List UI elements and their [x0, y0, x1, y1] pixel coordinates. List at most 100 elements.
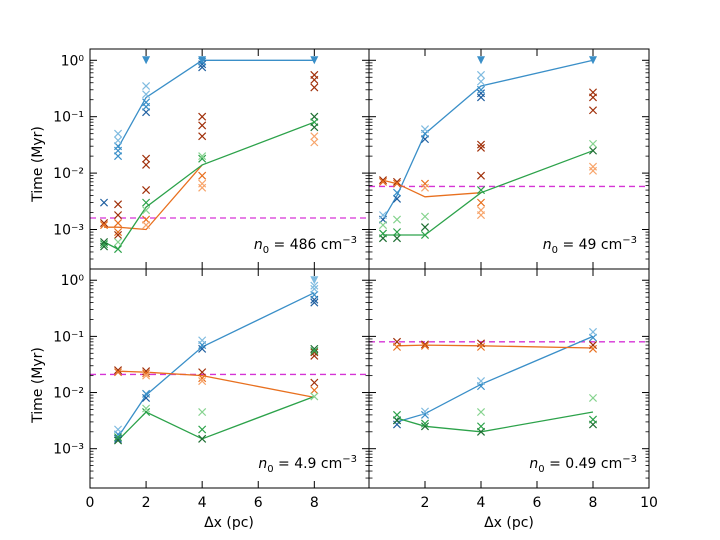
- xlabel-right: Δx (pc): [484, 515, 534, 531]
- data-point: [310, 378, 319, 387]
- data-point: [114, 366, 123, 375]
- data-point: [198, 121, 207, 130]
- data-point: [198, 368, 207, 377]
- ylabel-top: Time (Myr): [30, 126, 46, 203]
- data-point: [310, 281, 319, 290]
- data-point: [198, 154, 207, 163]
- axes-frame: [89, 48, 370, 270]
- data-point: [142, 404, 151, 413]
- data-point: [588, 106, 598, 115]
- series-line-blue: [396, 335, 594, 423]
- x-tick-label: 4: [198, 495, 207, 511]
- data-point: [142, 160, 151, 169]
- x-tick-label: 4: [477, 495, 486, 511]
- data-point: [420, 183, 430, 192]
- data-point: [114, 436, 123, 445]
- series-line-green: [103, 121, 315, 250]
- density-annotation: n0 = 486 cm−3: [254, 235, 357, 256]
- data-point: [392, 410, 402, 419]
- x-tick-label: 0: [86, 495, 95, 511]
- data-point: [588, 327, 598, 336]
- xlabel-left: Δx (pc): [204, 515, 254, 531]
- data-point: [114, 228, 123, 237]
- series-line-green: [117, 395, 315, 441]
- x-tick-label: 2: [421, 495, 430, 511]
- data-point: [114, 368, 123, 377]
- data-point: [476, 93, 486, 102]
- data-point: [198, 425, 207, 434]
- plot-area: [90, 276, 369, 445]
- plot-area: [369, 56, 649, 243]
- data-point: [476, 85, 486, 94]
- data-point: [420, 212, 430, 221]
- data-point: [114, 142, 123, 151]
- upper-limit-marker: [477, 56, 485, 65]
- data-point: [142, 371, 151, 380]
- series-line-green: [383, 150, 594, 236]
- x-tick-label: 6: [533, 495, 542, 511]
- data-point: [392, 228, 402, 237]
- x-tick-label: 2: [142, 495, 151, 511]
- data-point: [114, 230, 123, 240]
- data-point: [392, 179, 402, 188]
- data-point: [476, 140, 486, 149]
- data-point: [142, 81, 151, 91]
- data-point: [114, 245, 123, 254]
- data-point: [310, 344, 319, 353]
- panel-bottom-left: 10⁻³ 10⁻² 10⁻¹ 10⁰ 0 2 4 6 8 n0 = 4.9 cm−3: [53, 268, 370, 511]
- data-point: [476, 339, 486, 348]
- data-point: [198, 434, 207, 443]
- plot-area: [90, 56, 369, 254]
- data-point: [310, 123, 319, 132]
- data-point: [310, 83, 319, 92]
- data-point: [420, 230, 430, 240]
- data-point: [420, 419, 430, 428]
- upper-limit-marker: [589, 56, 597, 65]
- data-point: [588, 166, 598, 175]
- data-point: [378, 176, 388, 185]
- data-point: [142, 407, 151, 417]
- data-point: [310, 132, 319, 141]
- data-point: [392, 194, 402, 203]
- data-point: [99, 238, 109, 247]
- data-point: [114, 129, 123, 138]
- data-point: [198, 132, 207, 141]
- series-line-blue: [117, 292, 315, 438]
- y-tick-label: 10⁻²: [53, 166, 84, 182]
- data-point: [420, 422, 430, 431]
- data-point: [99, 219, 109, 228]
- data-point: [99, 240, 109, 249]
- data-point: [310, 75, 319, 84]
- data-point: [588, 415, 598, 424]
- data-point: [420, 341, 430, 350]
- data-point: [114, 136, 123, 145]
- data-point: [310, 346, 319, 355]
- data-point: [142, 90, 151, 99]
- data-point: [198, 179, 207, 188]
- upper-limit-marker: [310, 56, 319, 65]
- series-line-orange: [117, 370, 315, 399]
- data-point: [588, 393, 598, 403]
- data-point: [142, 221, 151, 230]
- data-point: [476, 422, 486, 431]
- data-point: [198, 63, 207, 72]
- data-point: [588, 333, 598, 342]
- data-point: [114, 433, 123, 442]
- data-point: [114, 211, 123, 220]
- y-tick-label: 10⁻³: [53, 223, 84, 239]
- data-point: [198, 374, 207, 383]
- data-point: [142, 206, 151, 215]
- data-point: [198, 344, 207, 353]
- y-tick-label: 10⁻¹: [53, 329, 84, 345]
- data-point: [142, 154, 151, 163]
- data-point: [198, 152, 207, 161]
- data-point: [198, 171, 207, 180]
- data-point: [310, 386, 319, 395]
- series-line-orange: [104, 164, 203, 231]
- series-line-green: [396, 411, 594, 433]
- data-point: [476, 171, 486, 180]
- series-line-blue: [382, 59, 594, 220]
- density-annotation: n0 = 4.9 cm−3: [258, 454, 357, 475]
- density-annotation: n0 = 0.49 cm−3: [529, 454, 637, 475]
- data-point: [476, 211, 486, 220]
